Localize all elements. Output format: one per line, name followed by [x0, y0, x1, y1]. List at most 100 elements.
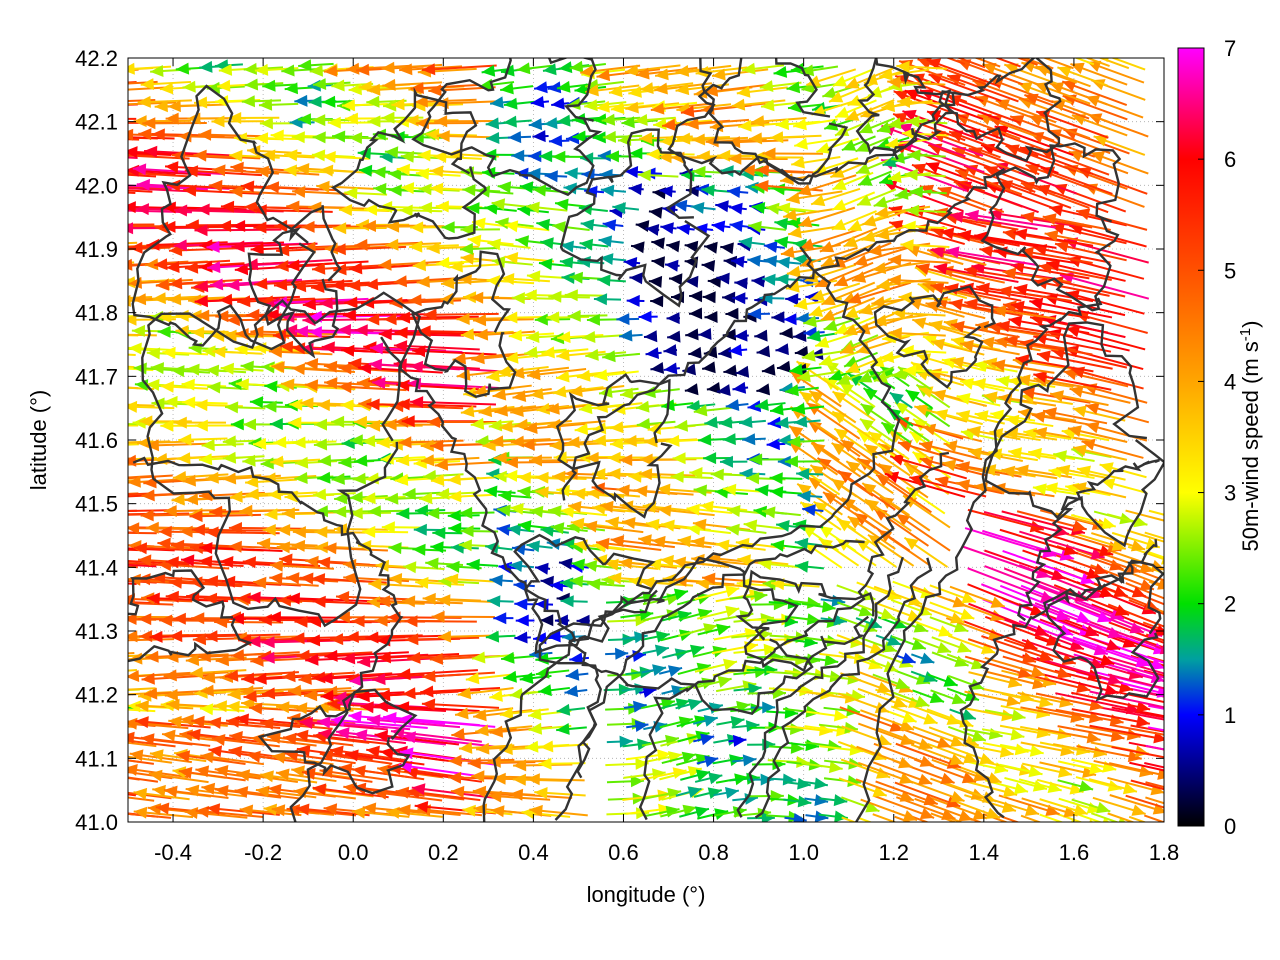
wind-vector-head — [828, 369, 843, 381]
wind-vector-head — [1050, 222, 1065, 235]
wind-vector-head — [368, 578, 382, 591]
wind-vector-head — [904, 537, 919, 550]
wind-vector-head — [504, 220, 519, 233]
wind-vector-shaft — [128, 796, 155, 802]
wind-vector-head — [843, 324, 858, 336]
wind-vector-head — [756, 345, 771, 358]
wind-vector-head — [456, 313, 470, 325]
wind-vector-head — [128, 400, 138, 413]
wind-vector-head — [323, 360, 338, 373]
wind-vector-head — [858, 303, 873, 315]
wind-vector-head — [902, 810, 918, 822]
wind-vector-head — [845, 361, 861, 373]
wind-vector-head — [498, 490, 512, 502]
wind-vector-head — [244, 258, 259, 271]
wind-vector-head — [229, 490, 243, 503]
wind-vector-head — [569, 652, 583, 665]
wind-vector-head — [291, 363, 306, 375]
wind-vector-head — [839, 382, 854, 396]
wind-vector-head — [494, 404, 508, 417]
wind-vector-head — [1084, 625, 1099, 637]
wind-vector-head — [1016, 374, 1031, 387]
wind-vector-head — [292, 280, 307, 293]
wind-vector-head — [967, 425, 981, 438]
wind-vector-shaft — [390, 730, 482, 743]
wind-vector-shaft — [1046, 261, 1126, 282]
wind-vector-head — [323, 542, 337, 555]
wind-vector-head — [1127, 750, 1142, 763]
wind-vector-head — [552, 470, 566, 483]
wind-vector-shaft — [1013, 286, 1094, 303]
wind-vector-head — [686, 400, 701, 412]
wind-vector-head — [548, 505, 562, 518]
wind-vector-head — [776, 256, 790, 269]
wind-vector-shaft — [980, 583, 1071, 621]
wind-vector-head — [292, 436, 306, 449]
wind-vector-head — [138, 554, 152, 567]
wind-vector-head — [269, 418, 283, 430]
wind-vector-head — [834, 323, 849, 335]
wind-vector-head — [276, 541, 290, 554]
wind-vector-shaft — [1107, 812, 1136, 822]
wind-vector-head — [526, 368, 541, 381]
wind-vector-head — [338, 362, 352, 375]
wind-vector-head — [753, 505, 767, 518]
wind-vector-head — [304, 358, 319, 370]
wind-vector-head — [488, 419, 503, 432]
wind-vector-head — [340, 399, 354, 412]
wind-vector-head — [128, 258, 133, 271]
wind-vector-head — [253, 437, 267, 450]
wind-vector-head — [305, 653, 319, 666]
wind-vector-head — [230, 418, 244, 431]
wind-vector-head — [367, 714, 381, 727]
wind-vector-head — [619, 735, 633, 748]
wind-vector-head — [268, 783, 282, 796]
wind-vector-head — [1050, 390, 1064, 402]
wind-vector-head — [470, 417, 485, 430]
wind-vector-head — [1150, 658, 1164, 670]
wind-vector-head — [301, 220, 315, 233]
wind-vector-head — [460, 328, 475, 341]
wind-vector-head — [349, 674, 363, 687]
wind-vector-head — [583, 560, 598, 572]
wind-vector-head — [702, 572, 716, 585]
wind-vector-head — [666, 434, 680, 447]
wind-vector-head — [342, 309, 356, 322]
wind-vector-head — [331, 279, 345, 291]
wind-vector-head — [732, 381, 747, 394]
wind-vector-head — [145, 650, 159, 663]
wind-vector-head — [942, 459, 957, 472]
wind-vector-head — [271, 751, 286, 764]
wind-vector-head — [336, 611, 350, 624]
wind-vector-head — [944, 283, 959, 295]
wind-vector-head — [846, 461, 861, 474]
wind-vector-head — [478, 405, 493, 418]
wind-vector-head — [708, 772, 723, 785]
wind-vector-head — [521, 438, 535, 451]
wind-vector-head — [187, 728, 201, 741]
wind-vector-head — [471, 352, 485, 365]
wind-vector-head — [872, 785, 887, 797]
wind-vector-head — [286, 259, 300, 272]
wind-vector-head — [974, 410, 989, 422]
wind-vector-head — [386, 220, 400, 233]
wind-vector-head — [291, 632, 305, 645]
wind-vector-shaft — [397, 669, 478, 676]
wind-vector-head — [956, 461, 970, 473]
wind-vector-head — [619, 329, 633, 342]
wind-vector-head — [472, 785, 487, 798]
wind-vector-shaft — [1065, 291, 1145, 315]
wind-vector-head — [336, 727, 350, 740]
wind-vector-head — [140, 509, 154, 522]
wind-vector-head — [190, 542, 204, 554]
wind-vector-head — [592, 434, 607, 447]
wind-vector-head — [735, 537, 750, 550]
wind-vector-head — [635, 614, 649, 627]
wind-vector-head — [180, 714, 194, 727]
wind-vector-head — [923, 713, 938, 725]
wind-vector-head — [430, 439, 444, 452]
wind-vector-head — [172, 612, 186, 625]
wind-vector-head — [896, 513, 911, 527]
wind-vector-shaft — [1090, 812, 1120, 822]
wind-vector-head — [466, 558, 480, 571]
